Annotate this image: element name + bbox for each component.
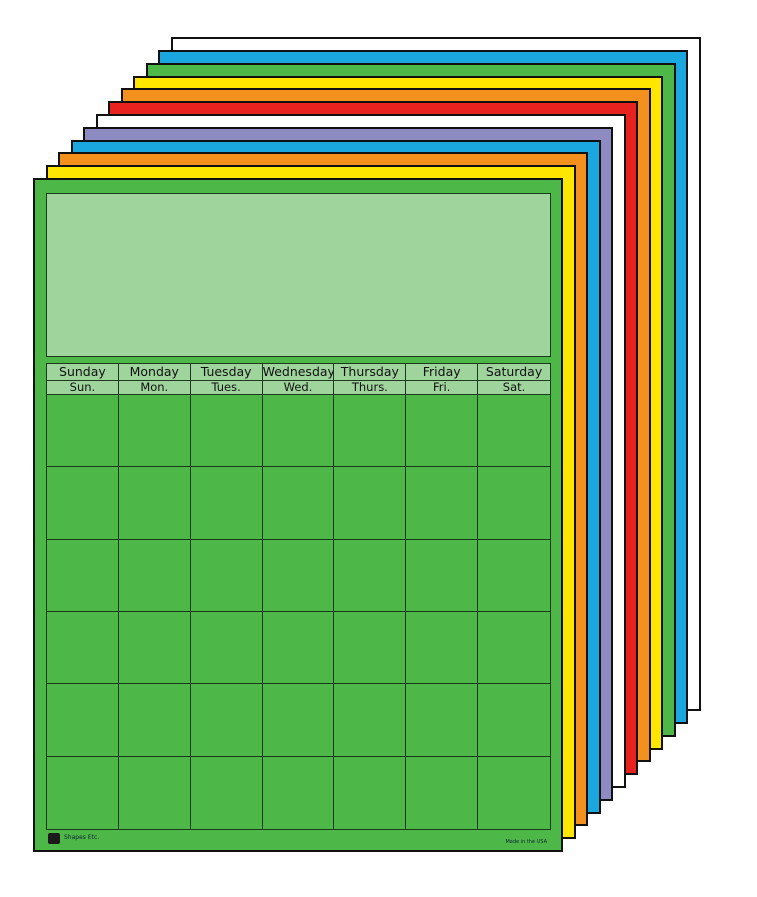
brand-logo-icon bbox=[48, 832, 60, 844]
day-cell bbox=[406, 539, 479, 612]
day-cell bbox=[406, 756, 479, 829]
day-cell bbox=[334, 684, 407, 757]
day-cell bbox=[190, 395, 263, 468]
day-cell bbox=[118, 756, 191, 829]
day-cell bbox=[190, 467, 263, 540]
day-cell bbox=[47, 612, 119, 685]
day-cell bbox=[262, 684, 335, 757]
day-header-short: Mon. bbox=[118, 381, 191, 395]
day-cell bbox=[478, 756, 550, 829]
day-cell bbox=[334, 612, 407, 685]
day-cell bbox=[406, 395, 479, 468]
day-cell bbox=[334, 539, 407, 612]
day-cell bbox=[190, 539, 263, 612]
day-cell bbox=[478, 612, 550, 685]
day-cell bbox=[478, 684, 550, 757]
day-cell bbox=[478, 395, 550, 468]
day-header: Monday bbox=[118, 364, 191, 381]
day-cell bbox=[190, 684, 263, 757]
day-cell bbox=[118, 612, 191, 685]
day-cell bbox=[262, 467, 335, 540]
day-cell bbox=[406, 684, 479, 757]
day-cell bbox=[478, 467, 550, 540]
day-cell bbox=[406, 467, 479, 540]
day-cell bbox=[478, 539, 550, 612]
day-cell bbox=[47, 467, 119, 540]
month-title-box bbox=[46, 193, 551, 357]
day-cell bbox=[47, 395, 119, 468]
day-cell bbox=[334, 467, 407, 540]
day-header-short: Wed. bbox=[262, 381, 335, 395]
calendar-chart-front: Sunday Monday Tuesday Wednesday Thursday Frid… bbox=[33, 178, 563, 852]
day-cell bbox=[334, 756, 407, 829]
made-in-label: Made in the USA bbox=[505, 839, 547, 845]
day-cell bbox=[406, 612, 479, 685]
day-cell bbox=[190, 612, 263, 685]
day-cell bbox=[118, 539, 191, 612]
day-cell bbox=[47, 539, 119, 612]
day-cell bbox=[47, 756, 119, 829]
day-header-short: Sun. bbox=[47, 381, 119, 395]
calendar-grid: Sunday Monday Tuesday Wednesday Thursday Frid… bbox=[46, 363, 551, 830]
brand-name: Shapes Etc. bbox=[64, 834, 100, 841]
day-header: Thursday bbox=[334, 364, 407, 381]
day-header: Sunday bbox=[47, 364, 119, 381]
day-header-short: Thurs. bbox=[334, 381, 407, 395]
day-header-short: Fri. bbox=[406, 381, 479, 395]
day-cell bbox=[190, 756, 263, 829]
day-cell bbox=[262, 395, 335, 468]
day-cell bbox=[262, 756, 335, 829]
day-cell bbox=[262, 539, 335, 612]
day-cell bbox=[118, 467, 191, 540]
day-header: Wednesday bbox=[262, 364, 335, 381]
day-header: Friday bbox=[406, 364, 479, 381]
brand-footer: Shapes Etc. bbox=[48, 830, 99, 846]
day-header-short: Tues. bbox=[190, 381, 263, 395]
day-header-short: Sat. bbox=[478, 381, 550, 395]
day-header: Tuesday bbox=[190, 364, 263, 381]
day-cell bbox=[334, 395, 407, 468]
day-cell bbox=[262, 612, 335, 685]
day-cell bbox=[118, 684, 191, 757]
day-cell bbox=[47, 684, 119, 757]
day-cell bbox=[118, 395, 191, 468]
day-header: Saturday bbox=[478, 364, 550, 381]
